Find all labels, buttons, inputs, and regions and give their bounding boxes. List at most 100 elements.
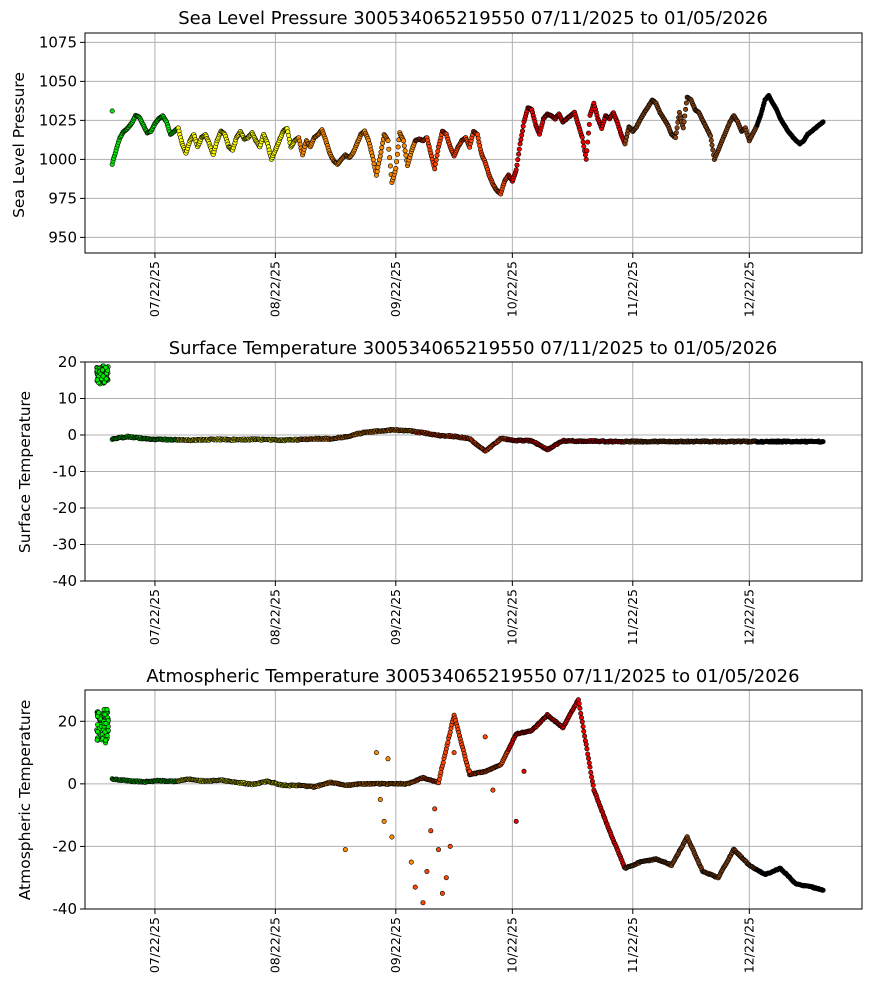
- early-cluster-point: [103, 376, 109, 382]
- outlier-point: [408, 859, 414, 865]
- outlier-point: [412, 884, 418, 890]
- data-point: [385, 138, 391, 144]
- data-point: [586, 122, 592, 128]
- data-point: [710, 147, 716, 153]
- y-tick-label: -40: [53, 900, 78, 918]
- x-tick-label: 10/22/25: [504, 261, 519, 317]
- x-tick-label: 11/22/25: [625, 917, 640, 973]
- data-point: [707, 133, 713, 139]
- data-point: [589, 778, 595, 784]
- data-point: [579, 719, 585, 725]
- outlier-point: [435, 847, 441, 853]
- data-point: [514, 162, 520, 168]
- data-point: [583, 156, 589, 162]
- data-point: [393, 166, 399, 172]
- data-point: [520, 123, 526, 129]
- data-point: [377, 153, 383, 159]
- y-tick-label: 0: [67, 426, 77, 444]
- data-point: [379, 145, 385, 151]
- data-point: [683, 100, 689, 106]
- y-tick-label: -40: [53, 572, 78, 590]
- outlier-point: [373, 750, 379, 756]
- data-point: [577, 705, 583, 711]
- data-point: [387, 163, 393, 169]
- data-point: [515, 157, 521, 163]
- early-cluster-point: [100, 367, 106, 373]
- x-tick-label: 10/22/25: [504, 917, 519, 973]
- data-point: [588, 769, 594, 775]
- data-point: [286, 132, 292, 138]
- y-tick-label: -10: [53, 463, 78, 481]
- x-tick-label: 12/22/25: [741, 261, 756, 317]
- y-tick-label: 1075: [39, 33, 77, 51]
- outlier-point: [521, 768, 527, 774]
- x-tick-label: 12/22/25: [741, 917, 756, 973]
- x-tick-label: 07/22/25: [147, 261, 162, 317]
- early-cluster-point: [104, 706, 110, 712]
- outlier-point: [385, 756, 391, 762]
- data-point: [585, 139, 591, 145]
- outlier-point: [439, 890, 445, 896]
- outlier-point: [451, 750, 457, 756]
- extra-point: [109, 108, 115, 114]
- data-point: [516, 146, 522, 152]
- data-point: [394, 159, 400, 165]
- outlier-point: [389, 834, 395, 840]
- early-cluster-point: [100, 373, 106, 379]
- data-point: [402, 148, 408, 154]
- data-point: [680, 125, 686, 131]
- axes-frame: [84, 361, 863, 582]
- data-point: [445, 739, 451, 745]
- data-point: [708, 137, 714, 143]
- panel-atmospheric-temperature: Atmospheric Temperature 300534065219550 …: [16, 666, 863, 973]
- data-point: [387, 155, 393, 161]
- data-point: [581, 143, 587, 149]
- x-tick-label: 11/22/25: [625, 589, 640, 645]
- y-tick-label: 1025: [39, 111, 77, 129]
- data-point: [579, 134, 585, 140]
- data-point: [587, 764, 593, 770]
- data-point: [683, 106, 689, 112]
- outlier-point: [447, 843, 453, 849]
- outlier-point: [342, 847, 348, 853]
- data-point: [477, 143, 483, 149]
- early-cluster-point: [95, 729, 101, 735]
- data-point: [518, 137, 524, 143]
- outlier-point: [432, 806, 438, 812]
- early-cluster-point: [95, 722, 101, 728]
- data-point: [581, 728, 587, 734]
- data-point: [378, 149, 384, 155]
- y-tick-label: -20: [53, 499, 78, 517]
- data-point: [578, 710, 584, 716]
- early-cluster-point: [94, 377, 100, 383]
- plot-area: -40 -20 0 20 07/22/25 08/22/25 09/22/25 10/22/2…: [53, 689, 863, 973]
- data-point: [580, 139, 586, 145]
- data-point: [585, 130, 591, 136]
- y-tick-label: 20: [58, 712, 77, 730]
- chart-title: Sea Level Pressure 300534065219550 07/11…: [178, 8, 768, 29]
- early-cluster-point: [96, 710, 102, 716]
- y-tick-label: -30: [53, 536, 78, 554]
- x-tick-label: 09/22/25: [388, 589, 403, 645]
- data-point: [434, 152, 440, 158]
- chart-title: Atmospheric Temperature 300534065219550 …: [146, 666, 799, 687]
- data-point: [519, 132, 525, 138]
- data-points: [94, 363, 826, 454]
- data-point: [432, 166, 438, 172]
- panel-surface-temperature: Surface Temperature 300534065219550 07/1…: [16, 338, 863, 645]
- outlier-point: [381, 818, 387, 824]
- outlier-point: [467, 768, 473, 774]
- data-point: [583, 741, 589, 747]
- y-tick-label: -20: [53, 837, 78, 855]
- data-point: [401, 143, 407, 149]
- data-point: [673, 130, 679, 136]
- data-point: [681, 119, 687, 125]
- data-point: [447, 729, 453, 735]
- x-tick-label: 08/22/25: [267, 917, 282, 973]
- data-point: [584, 746, 590, 752]
- data-point: [585, 751, 591, 757]
- data-point: [438, 769, 444, 775]
- outlier-point: [428, 828, 434, 834]
- data-point: [517, 141, 523, 147]
